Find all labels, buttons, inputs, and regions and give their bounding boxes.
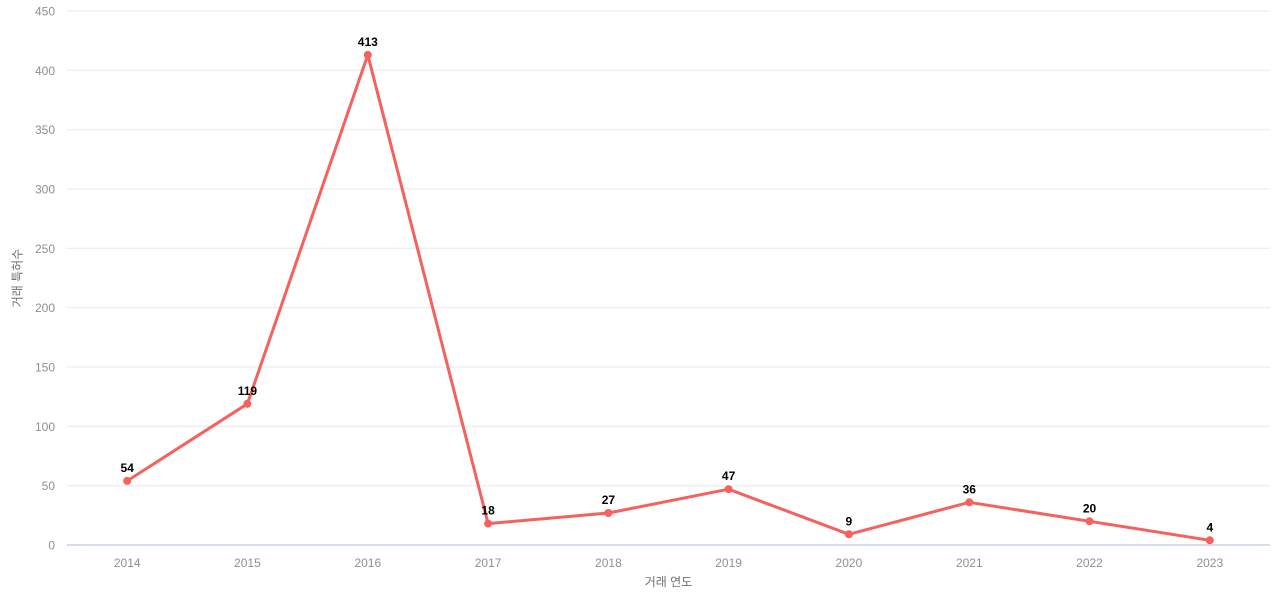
x-tick-label: 2015 [234,556,261,570]
value-label: 9 [846,514,853,528]
value-label: 36 [963,482,977,496]
y-tick-label: 200 [35,301,55,315]
data-point-marker[interactable] [363,50,372,59]
y-tick-label: 150 [35,361,55,375]
data-point-marker[interactable] [1205,536,1214,545]
y-tick-label: 100 [35,420,55,434]
data-point-marker[interactable] [243,399,252,408]
value-label: 18 [481,504,495,518]
x-tick-label: 2023 [1196,556,1223,570]
series-line [125,53,1212,542]
value-label: 119 [238,384,258,398]
value-label: 413 [358,35,378,49]
data-point-marker[interactable] [1085,517,1094,526]
y-tick-label: 0 [48,539,55,553]
x-tick-label: 2018 [595,556,622,570]
y-tick-label: 250 [35,242,55,256]
x-tick-label: 2022 [1076,556,1103,570]
value-label: 4 [1206,520,1213,534]
x-tick-label: 2017 [475,556,502,570]
x-tick-label: 2016 [354,556,381,570]
y-tick-label: 400 [35,64,55,78]
data-point-marker[interactable] [484,519,493,528]
value-label: 27 [602,493,616,507]
x-tick-label: 2019 [715,556,742,570]
data-point-marker[interactable] [604,509,613,517]
value-label: 20 [1083,501,1097,515]
y-tick-label: 350 [35,123,55,137]
x-tick-label: 2021 [956,556,983,570]
value-label: 47 [722,469,736,483]
x-tick-label: 2014 [114,556,141,570]
y-tick-label: 450 [35,5,55,19]
data-point-marker[interactable] [724,485,733,494]
y-axis-title: 거래 특허수 [10,248,25,308]
x-tick-label: 2020 [836,556,863,570]
data-point-marker[interactable] [844,530,853,539]
y-tick-label: 50 [42,479,56,493]
data-point-marker[interactable] [123,476,132,485]
y-tick-label: 300 [35,183,55,197]
x-axis-title: 거래 연도 [644,575,693,589]
value-label: 54 [121,461,135,475]
data-point-marker[interactable] [965,498,974,507]
